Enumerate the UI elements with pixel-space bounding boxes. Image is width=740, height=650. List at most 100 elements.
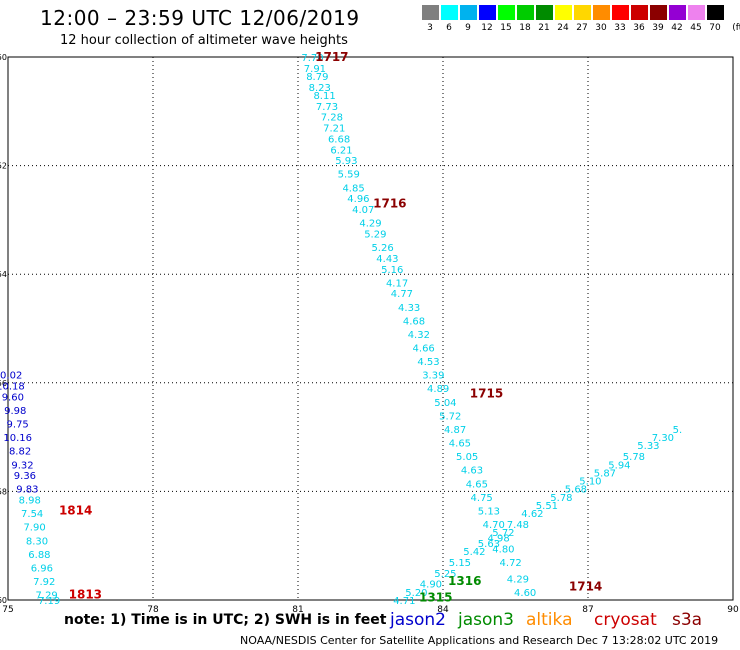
wave-height-value: 4.77 — [391, 289, 413, 300]
wave-height-value: 5.04 — [434, 398, 456, 409]
wave-height-value: 5.26 — [371, 243, 393, 254]
wave-height-value: 5.13 — [478, 506, 500, 517]
wave-height-value: 4.80 — [492, 544, 514, 555]
wave-height-value: 5.94 — [608, 460, 630, 471]
wave-height-value: 4.65 — [466, 479, 488, 490]
wave-height-value: 7.19 — [38, 596, 60, 607]
wave-height-value: 7.92 — [33, 577, 55, 588]
track-time-label: 1316 — [448, 574, 481, 588]
track-time-label: 1315 — [419, 590, 452, 604]
wave-height-value: 9.32 — [11, 460, 33, 471]
legend-label: 15 — [500, 23, 512, 33]
satellite-legend-cryosat: cryosat — [594, 610, 657, 630]
wave-height-value: 4.53 — [417, 357, 439, 368]
track-time-label: 1814 — [59, 503, 92, 517]
lon-tick-label: 87 — [582, 605, 593, 615]
legend-label: 3 — [427, 23, 433, 33]
wave-height-value: 4.17 — [386, 278, 408, 289]
footer-note: note: 1) Time is in UTC; 2) SWH is in fe… — [64, 612, 387, 628]
wave-height-value: 5.05 — [456, 452, 478, 463]
wave-height-value: 4.72 — [500, 558, 522, 569]
wave-height-value: 4.85 — [342, 183, 364, 194]
legend-swatch — [460, 5, 477, 20]
wave-height-value: 5.78 — [623, 452, 645, 463]
wave-height-value: 4.75 — [471, 493, 493, 504]
lon-tick-label: 75 — [2, 605, 13, 615]
wave-height-value: 4.29 — [359, 219, 381, 230]
wave-height-value: 5.29 — [364, 229, 386, 240]
track-time-label: 1714 — [569, 579, 602, 593]
lat-tick-label: 58 — [0, 487, 7, 496]
legend-label: 24 — [557, 23, 569, 33]
legend-label: 33 — [614, 23, 626, 33]
lat-tick-label: 54 — [0, 270, 7, 279]
wave-height-value: 4.63 — [461, 466, 483, 477]
wave-height-value: 7.48 — [507, 520, 529, 531]
lon-tick-label: 84 — [437, 605, 449, 615]
legend-swatch — [441, 5, 458, 20]
wave-height-value: 4.29 — [507, 574, 529, 585]
legend-swatch — [555, 5, 572, 20]
lat-tick-label: 52 — [0, 162, 7, 171]
legend-label: 30 — [595, 23, 607, 33]
legend-label: 36 — [633, 23, 645, 33]
legend-swatch — [631, 5, 648, 20]
wave-height-value: 9.60 — [2, 392, 24, 403]
wave-height-value: 8.23 — [309, 83, 331, 94]
wave-height-value: 4.66 — [413, 344, 435, 355]
wave-height-value: 4.32 — [408, 330, 430, 341]
wave-height-value: 5.72 — [439, 411, 461, 422]
wave-height-value: 5. — [673, 425, 683, 436]
wave-height-value: 5.72 — [492, 528, 514, 539]
legend-swatch — [707, 5, 724, 20]
wave-height-value: 7.73 — [316, 102, 338, 113]
legend-swatch — [574, 5, 591, 20]
legend-label: 45 — [690, 23, 702, 33]
legend-label: 42 — [671, 23, 683, 33]
legend-label: 6 — [446, 23, 452, 33]
wave-height-value: 8.98 — [19, 496, 41, 507]
legend-label: 21 — [538, 23, 550, 33]
wave-height-value: 7.28 — [321, 113, 343, 124]
wave-height-value: 5.25 — [434, 569, 456, 580]
wave-height-value: 10.02 — [0, 371, 22, 382]
legend-label: 18 — [519, 23, 531, 33]
lat-tick-label: 60 — [0, 596, 7, 605]
legend-label: 9 — [465, 23, 471, 33]
wave-height-value: 7.90 — [23, 523, 45, 534]
satellite-legend-jason3: jason3 — [458, 610, 514, 630]
wave-height-value: 8.79 — [306, 72, 328, 83]
wave-height-value: 4.70 — [483, 520, 505, 531]
wave-height-value: 4.33 — [398, 303, 420, 314]
lat-tick-label: 56 — [0, 379, 7, 388]
legend-label: 39 — [652, 23, 664, 33]
map-frame — [7, 56, 734, 601]
wave-height-value: 5.20 — [405, 588, 427, 599]
legend-swatch — [593, 5, 610, 20]
wave-height-value: 5.10 — [579, 477, 601, 488]
wave-height-value: 8.11 — [313, 91, 335, 102]
page-title: 12:00 – 23:59 UTC 12/06/2019 — [40, 6, 360, 30]
wave-height-value: 5.59 — [338, 170, 360, 181]
wave-height-value: 6.88 — [28, 550, 50, 561]
legend-label: 27 — [576, 23, 588, 33]
wave-height-value: 7.70 — [301, 53, 323, 64]
wave-height-value: 7.54 — [21, 509, 43, 520]
wave-height-value: 4.68 — [403, 316, 425, 327]
wave-height-value: 4.65 — [449, 439, 471, 450]
legend-label: 12 — [481, 23, 493, 33]
legend-swatch — [650, 5, 667, 20]
wave-height-value: 4.98 — [487, 534, 509, 545]
wave-height-value: 4.43 — [376, 254, 398, 265]
wave-height-value: 9.36 — [14, 471, 36, 482]
wave-height-value: 7.30 — [652, 433, 674, 444]
lat-tick-label: 50 — [0, 53, 7, 62]
wave-height-value: 10.16 — [3, 433, 32, 444]
wave-height-value: 7.91 — [304, 64, 326, 75]
wave-height-value: 4.90 — [420, 580, 442, 591]
wave-height-value: 10.18 — [0, 382, 25, 393]
wave-height-value: 4.96 — [347, 194, 369, 205]
legend-swatch — [422, 5, 439, 20]
wave-height-value: 5.51 — [536, 501, 558, 512]
